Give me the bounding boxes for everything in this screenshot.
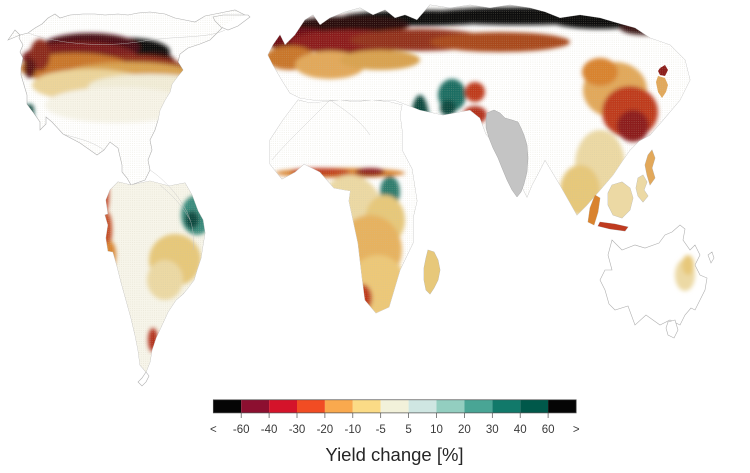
svg-text:60: 60: [542, 424, 555, 436]
svg-text:40: 40: [514, 424, 527, 436]
svg-text:5: 5: [405, 424, 411, 436]
svg-text:>: >: [573, 424, 580, 436]
svg-text:20: 20: [458, 424, 471, 436]
svg-text:-60: -60: [233, 424, 250, 436]
svg-text:-20: -20: [317, 424, 334, 436]
svg-text:-10: -10: [344, 424, 361, 436]
svg-text:30: 30: [486, 424, 499, 436]
svg-text:-40: -40: [261, 424, 278, 436]
svg-text:<: <: [210, 424, 217, 436]
svg-text:-30: -30: [289, 424, 306, 436]
svg-text:-5: -5: [376, 424, 386, 436]
svg-text:Yield change [%]: Yield change [%]: [325, 444, 463, 465]
svg-text:10: 10: [430, 424, 443, 436]
